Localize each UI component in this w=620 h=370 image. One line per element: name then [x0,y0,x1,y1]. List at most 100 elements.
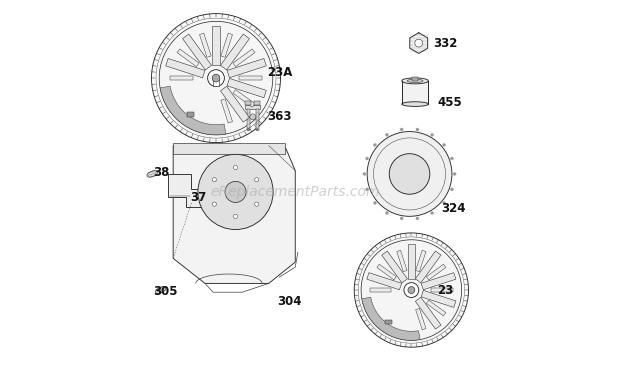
Polygon shape [370,288,391,292]
Circle shape [415,39,423,47]
Polygon shape [421,273,456,290]
Wedge shape [362,297,420,340]
FancyBboxPatch shape [187,112,195,117]
Polygon shape [182,34,211,70]
Circle shape [415,128,419,131]
Polygon shape [415,251,441,283]
Polygon shape [233,90,255,107]
Circle shape [453,172,456,176]
Circle shape [212,74,220,82]
Circle shape [255,178,259,182]
Text: eReplacementParts.com: eReplacementParts.com [211,185,380,199]
Circle shape [430,133,434,137]
Polygon shape [408,244,415,279]
Circle shape [151,14,280,142]
Polygon shape [166,58,205,78]
Ellipse shape [407,79,423,83]
Bar [402,81,428,104]
Polygon shape [169,76,193,80]
Circle shape [234,214,237,218]
Circle shape [250,114,256,120]
Ellipse shape [402,78,428,84]
Polygon shape [415,250,426,272]
Polygon shape [239,76,262,80]
Circle shape [363,172,366,176]
Circle shape [255,202,259,206]
Polygon shape [410,33,428,53]
Circle shape [354,233,469,347]
Circle shape [247,129,249,131]
Circle shape [450,157,454,160]
Circle shape [415,217,419,220]
Polygon shape [382,251,407,283]
Circle shape [367,132,452,216]
Text: 455: 455 [437,95,462,108]
Circle shape [212,202,216,206]
Bar [412,77,418,81]
Ellipse shape [147,171,157,177]
Polygon shape [415,297,441,329]
FancyBboxPatch shape [173,143,285,154]
Circle shape [212,178,216,182]
Polygon shape [168,174,202,207]
Bar [256,110,259,130]
Bar [247,110,250,130]
Polygon shape [233,49,255,67]
Circle shape [159,21,273,135]
Circle shape [450,188,454,191]
Bar [213,78,219,87]
Polygon shape [212,27,220,65]
Circle shape [389,154,430,194]
Ellipse shape [156,287,166,293]
Circle shape [430,211,434,215]
Circle shape [408,287,415,293]
Circle shape [234,165,237,169]
Text: 23: 23 [437,283,453,296]
Circle shape [385,133,389,137]
Text: 305: 305 [153,285,178,298]
Ellipse shape [402,102,428,107]
Circle shape [365,157,369,160]
Polygon shape [177,49,199,67]
Circle shape [404,283,418,297]
Polygon shape [377,264,396,280]
Text: 332: 332 [433,37,458,50]
Circle shape [385,211,389,215]
FancyBboxPatch shape [246,101,251,105]
Circle shape [443,201,446,205]
Polygon shape [227,78,266,98]
Text: 37: 37 [190,191,206,204]
Circle shape [443,143,446,147]
Text: 38: 38 [153,166,170,179]
Polygon shape [367,273,402,290]
Circle shape [365,188,369,191]
Polygon shape [227,58,266,78]
Text: 324: 324 [441,202,466,215]
Polygon shape [415,309,426,330]
Circle shape [225,181,246,202]
Circle shape [198,154,273,229]
Text: 363: 363 [268,110,292,123]
Wedge shape [160,86,226,135]
Polygon shape [221,99,232,123]
Circle shape [208,70,224,87]
Polygon shape [427,264,446,280]
Polygon shape [173,145,295,283]
Polygon shape [200,33,211,57]
Circle shape [400,217,404,220]
Text: 304: 304 [277,295,301,307]
Polygon shape [221,33,232,57]
Circle shape [361,240,462,340]
Circle shape [256,129,259,131]
Polygon shape [421,290,456,307]
Polygon shape [427,300,446,316]
Polygon shape [221,86,249,122]
Polygon shape [221,34,249,70]
Circle shape [400,128,404,131]
FancyBboxPatch shape [386,320,392,324]
Bar [246,105,260,110]
Polygon shape [432,288,453,292]
Circle shape [373,201,377,205]
FancyBboxPatch shape [254,101,260,105]
Circle shape [373,143,377,147]
